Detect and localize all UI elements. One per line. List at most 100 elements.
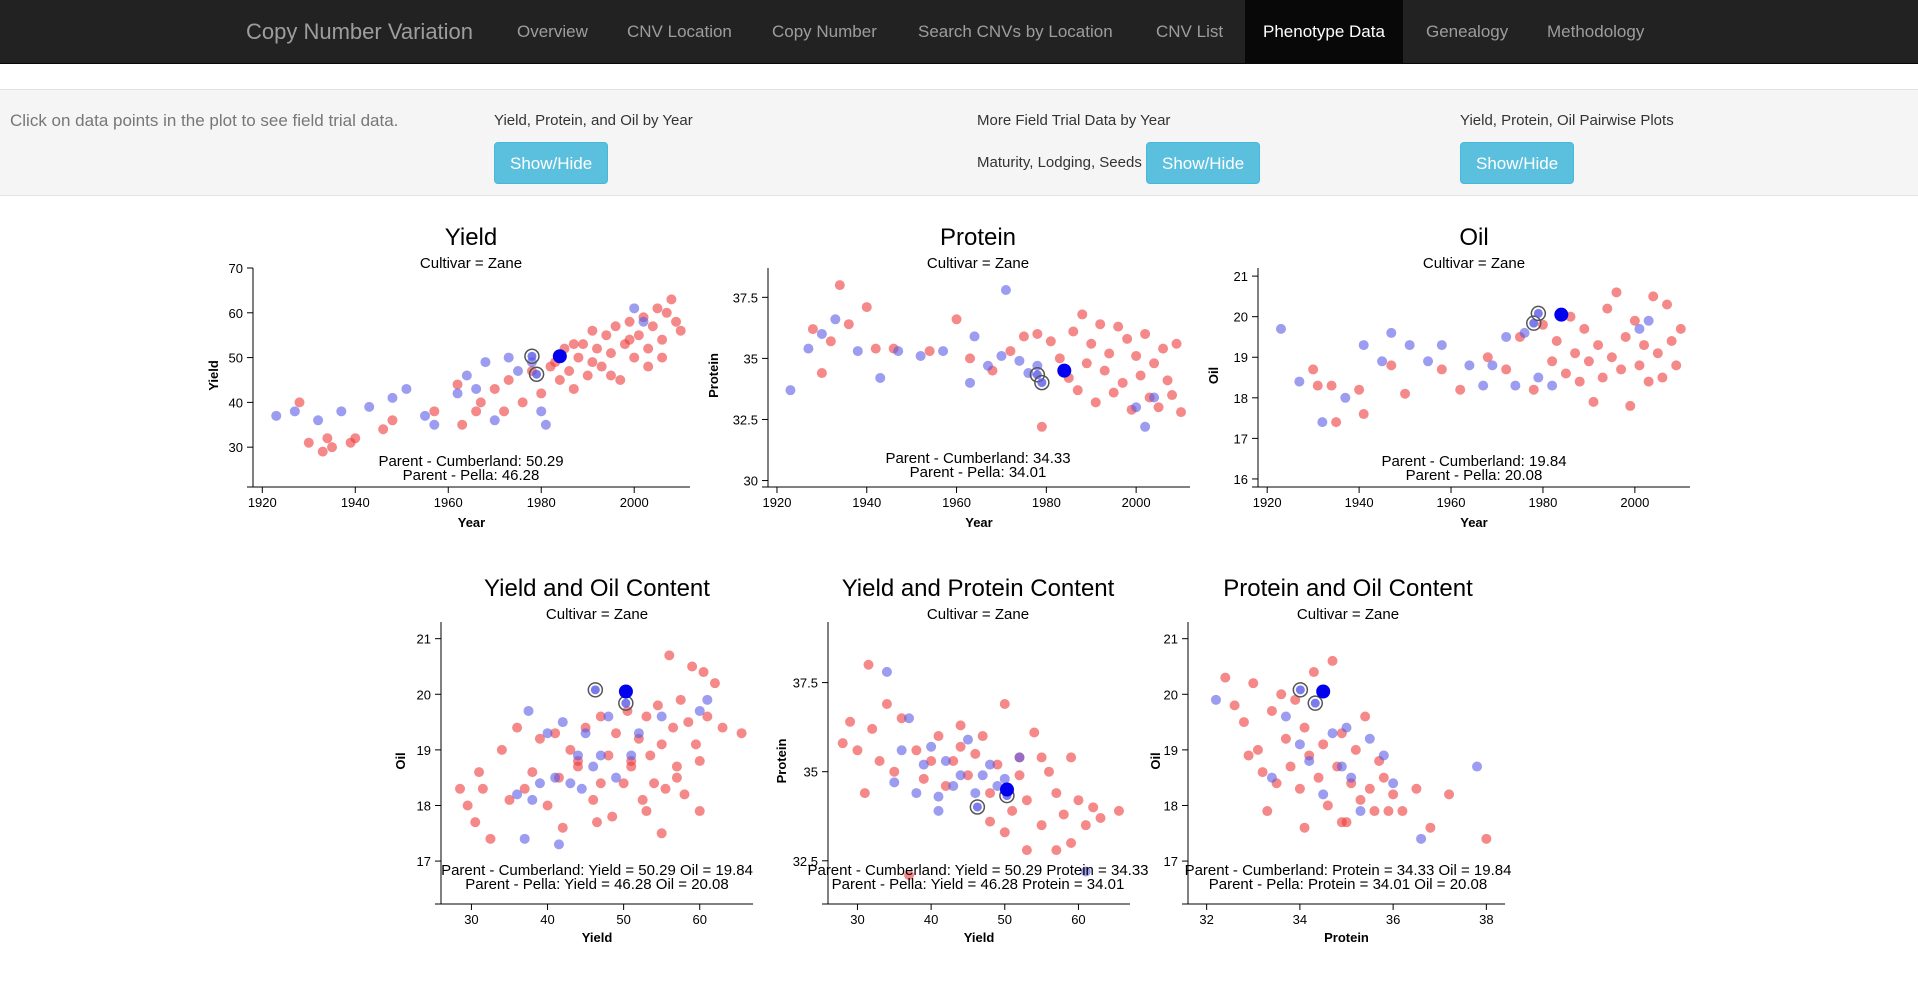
nav-overview[interactable]: Overview: [517, 22, 588, 41]
data-point: [536, 388, 547, 399]
x-tick-label: 1980: [1528, 495, 1557, 510]
data-point: [512, 789, 523, 800]
y-tick-label: 19: [1234, 350, 1248, 365]
toggle-field-trial-button[interactable]: Show/Hide: [1146, 142, 1261, 184]
data-point: [1602, 303, 1613, 314]
x-tick-label: 1960: [942, 495, 971, 510]
parent-point: [621, 698, 631, 708]
parent-note-pella: Parent - Pella: Yield = 46.28 Protein = …: [832, 876, 1125, 893]
data-point: [401, 383, 412, 394]
data-point: [1510, 380, 1521, 391]
data-point: [657, 334, 668, 345]
data-point: [1355, 806, 1366, 817]
data-point: [534, 778, 545, 789]
nav-cnv-list[interactable]: CNV List: [1156, 22, 1224, 41]
data-point: [652, 303, 663, 314]
parent-note-pella: Parent - Pella: Yield = 46.28 Oil = 20.0…: [465, 876, 729, 893]
parent-ring: [1530, 305, 1547, 322]
data-point: [1482, 352, 1493, 363]
protein-oil-plot[interactable]: Protein and Oil Content Cultivar = Zane 32…: [1150, 566, 1540, 946]
y-tick-label: 35: [744, 351, 758, 366]
yield-protein-plot[interactable]: Yield and Protein Content Cultivar = Zane…: [770, 566, 1160, 946]
parent-ring: [969, 799, 986, 815]
data-point: [1620, 331, 1631, 342]
data-point: [1455, 384, 1466, 395]
data-point: [624, 316, 635, 327]
y-tick-label: 30: [744, 474, 758, 489]
data-point: [656, 711, 667, 722]
data-point: [387, 392, 398, 403]
data-point: [671, 316, 682, 327]
data-point: [540, 419, 551, 430]
data-point: [992, 780, 1003, 791]
protein-by-year-plot[interactable]: Protein Cultivar = Zane 1920 1940 1960 1980 20…: [700, 215, 1220, 535]
data-point: [1276, 689, 1287, 700]
nav-methodology[interactable]: Methodology: [1547, 22, 1645, 41]
data-point: [1080, 866, 1091, 877]
data-point: [656, 828, 667, 839]
nav-phenotype-data[interactable]: Phenotype Data: [1245, 0, 1403, 63]
parent-note-pella: Parent - Pella: 46.28: [403, 467, 540, 484]
data-point: [1579, 323, 1590, 334]
data-point: [1036, 421, 1047, 432]
data-point: [661, 307, 672, 318]
data-point: [1149, 392, 1160, 403]
data-point: [717, 722, 728, 733]
data-point: [557, 822, 568, 833]
toggle-yield-protein-oil-button[interactable]: Show/Hide: [494, 142, 609, 184]
nav-copy-number[interactable]: Copy Number: [772, 22, 877, 41]
data-point: [523, 705, 534, 716]
data-point: [666, 294, 677, 305]
data-point: [664, 650, 675, 661]
data-point: [683, 717, 694, 728]
data-point: [1346, 772, 1357, 783]
data-point: [1095, 319, 1106, 330]
x-tick-label: 30: [464, 912, 478, 927]
data-point: [999, 827, 1010, 838]
data-point: [999, 773, 1010, 784]
data-point: [893, 346, 904, 357]
y-tick-label: 20: [1234, 310, 1248, 325]
selected-cultivar-point: [999, 782, 1014, 797]
data-point: [904, 870, 915, 881]
data-point: [1280, 711, 1291, 722]
data-point: [1238, 717, 1249, 728]
data-point: [1360, 711, 1371, 722]
data-point: [785, 385, 796, 396]
data-point: [1547, 380, 1558, 391]
selected-cultivar-point: [618, 684, 633, 699]
data-point: [576, 783, 587, 794]
brand-link[interactable]: Copy Number Variation: [246, 19, 474, 44]
data-point: [1625, 400, 1636, 411]
data-point: [1560, 368, 1571, 379]
data-point: [1043, 766, 1054, 777]
data-point: [1593, 340, 1604, 351]
data-point: [1104, 348, 1115, 359]
data-point: [592, 817, 602, 828]
data-point: [861, 302, 872, 313]
nav-search-cnvs[interactable]: Search CNVs by Location: [918, 22, 1113, 41]
toggle-pairwise-button[interactable]: Show/Hide: [1460, 142, 1575, 184]
data-point: [587, 325, 598, 336]
data-point: [896, 745, 907, 756]
data-point: [629, 352, 640, 363]
nav-genealogy[interactable]: Genealogy: [1426, 22, 1509, 41]
data-point: [519, 833, 530, 844]
data-point: [1090, 397, 1101, 408]
data-point: [1643, 315, 1654, 326]
nav-cnv-location[interactable]: CNV Location: [627, 22, 732, 41]
data-point: [626, 750, 637, 761]
data-point: [294, 397, 305, 408]
data-point: [350, 433, 361, 444]
yield-oil-plot[interactable]: Yield and Oil Content Cultivar = Zane 30 40…: [395, 566, 785, 946]
data-point: [834, 280, 845, 291]
data-point: [807, 324, 818, 335]
x-tick-label: 1920: [1253, 495, 1282, 510]
y-tick-label: 32.5: [733, 412, 758, 427]
data-point: [996, 350, 1007, 361]
data-point: [675, 694, 686, 705]
data-point: [1051, 845, 1062, 856]
yield-by-year-plot[interactable]: Yield Cultivar = Zane 1920 1940 1960 1980 2000…: [200, 215, 720, 535]
group2-title: More Field Trial Data by Year: [977, 112, 1171, 129]
